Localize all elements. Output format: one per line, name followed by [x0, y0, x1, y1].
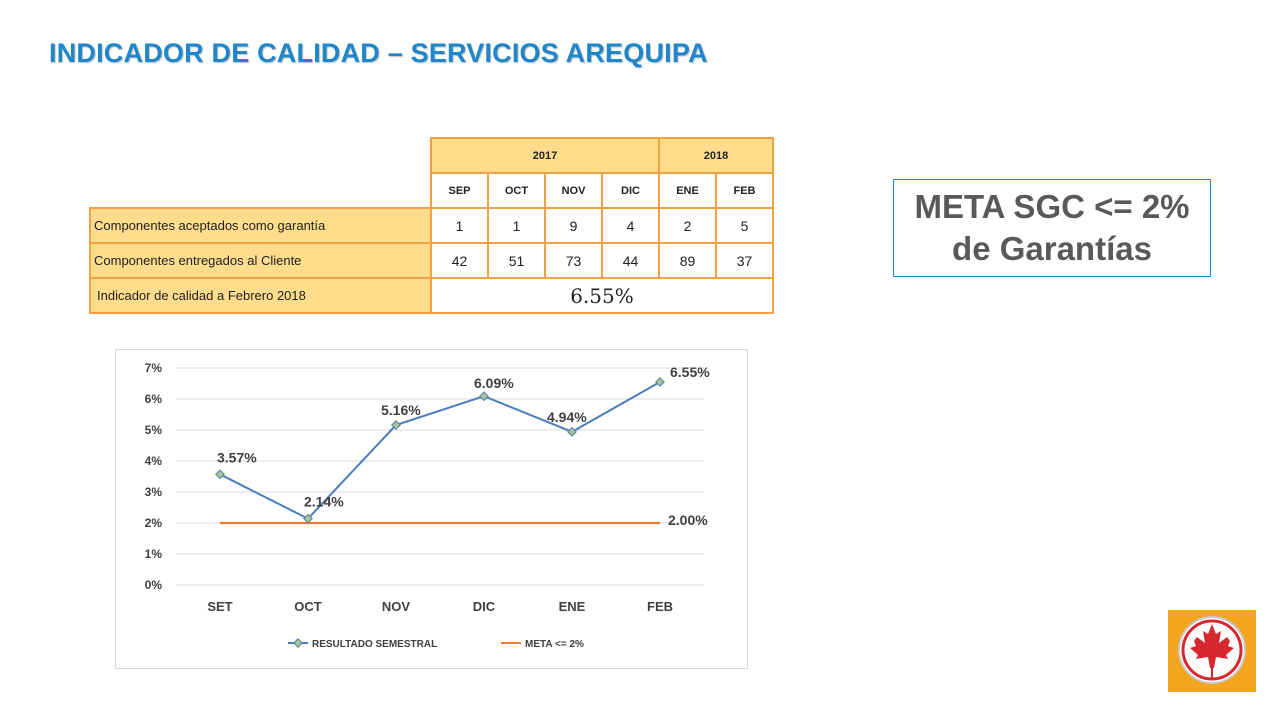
month-header: DIC [601, 172, 660, 209]
data-label: 6.55% [670, 364, 710, 380]
y-tick-label: 0% [145, 578, 163, 592]
table-row: Componentes aceptados como garantía 1 1 … [89, 207, 774, 244]
indicator-value: 6.55% [430, 277, 774, 314]
y-tick-label: 1% [145, 547, 163, 561]
series-line-result [219, 381, 661, 520]
data-label: 2.14% [304, 494, 344, 510]
month-header: OCT [487, 172, 546, 209]
blank-corner [90, 173, 431, 208]
data-label: 5.16% [381, 402, 421, 418]
table-cell: 4 [601, 207, 660, 244]
indicator-label: Indicador de calidad a Febrero 2018 [89, 277, 432, 314]
x-tick-label: NOV [382, 599, 411, 614]
maple-leaf-icon [1178, 616, 1246, 684]
table-cell: 2 [658, 207, 717, 244]
month-header-row: SEP OCT NOV DIC ENE FEB [90, 172, 774, 209]
table-cell: 44 [601, 242, 660, 279]
data-point [215, 469, 225, 480]
year-header-row: 2017 2018 [90, 137, 774, 174]
year-2017-header: 2017 [430, 137, 660, 174]
meta-line-2: de Garantías [952, 230, 1152, 267]
table-cell: 42 [430, 242, 489, 279]
x-tick-label: SET [207, 599, 232, 614]
table-cell: 9 [544, 207, 603, 244]
indicator-row: Indicador de calidad a Febrero 2018 6.55… [89, 277, 774, 314]
company-logo [1168, 610, 1256, 692]
row-label: Componentes entregados al Cliente [89, 242, 432, 279]
data-point [303, 513, 313, 524]
legend-marker-result [293, 638, 303, 648]
table-cell: 5 [715, 207, 774, 244]
data-point [567, 426, 577, 437]
table-cell: 89 [658, 242, 717, 279]
y-tick-label: 7% [145, 361, 163, 375]
table-row: Componentes entregados al Cliente 42 51 … [89, 242, 774, 279]
meta-line-1: META SGC <= 2% [914, 188, 1190, 225]
row-label: Componentes aceptados como garantía [89, 207, 432, 244]
table-cell: 1 [430, 207, 489, 244]
table-cell: 73 [544, 242, 603, 279]
month-header: ENE [658, 172, 717, 209]
data-point [391, 420, 401, 430]
y-tick-label: 3% [145, 485, 163, 499]
data-point [479, 391, 489, 402]
x-tick-label: FEB [647, 599, 673, 614]
legend-label: META <= 2% [525, 639, 584, 650]
x-tick-label: DIC [473, 599, 496, 614]
y-tick-label: 5% [145, 423, 163, 437]
data-label: 2.00% [668, 512, 708, 528]
quality-table: 2017 2018 SEP OCT NOV DIC ENE FEB Compon… [89, 137, 774, 314]
data-label: 3.57% [217, 449, 257, 465]
meta-box: META SGC <= 2% de Garantías [893, 179, 1211, 277]
table-cell: 37 [715, 242, 774, 279]
month-header: NOV [544, 172, 603, 209]
y-tick-label: 2% [145, 516, 163, 530]
x-tick-label: OCT [294, 599, 322, 614]
page-title: INDICADOR DE CALIDAD – SERVICIOS AREQUIP… [49, 38, 708, 68]
data-label: 6.09% [474, 375, 514, 391]
chart-svg: 0% 1% 2% 3% 4% 5% 6% 7% SET OCT NOV DIC ENE FEB 2.00% 3… [145, 361, 711, 650]
data-label: 4.94% [547, 409, 587, 425]
month-header: SEP [430, 172, 489, 209]
y-tick-label: 6% [145, 392, 163, 406]
year-2018-header: 2018 [658, 137, 774, 174]
month-header: FEB [715, 172, 774, 209]
y-tick-label: 4% [145, 454, 163, 468]
legend-label: RESULTADO SEMESTRAL [312, 639, 437, 650]
table-cell: 51 [487, 242, 546, 279]
quality-chart: 0% 1% 2% 3% 4% 5% 6% 7% SET OCT NOV DIC ENE FEB 2.00% 3… [115, 349, 748, 669]
data-point [655, 377, 665, 387]
blank-corner [90, 138, 431, 173]
table-cell: 1 [487, 207, 546, 244]
x-tick-label: ENE [559, 599, 586, 614]
